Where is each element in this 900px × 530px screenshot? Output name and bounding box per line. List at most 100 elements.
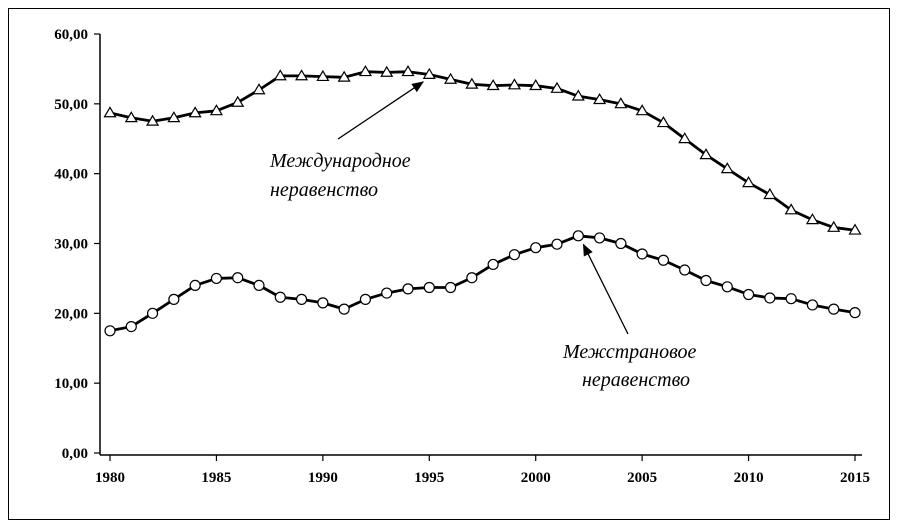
series-line [109,234,856,333]
data-point [678,132,692,144]
x-tick-label: 2015 [840,470,870,486]
data-point [721,281,733,293]
data-point [423,281,435,294]
y-tick-label: 20,00 [54,306,88,322]
y-tick-label: 10,00 [54,376,88,392]
annotation-international-line2: неравенство [270,179,378,201]
data-point [700,274,712,287]
data-point [103,106,117,118]
data-point [146,307,159,319]
data-point [742,176,756,188]
data-point [104,325,116,337]
data-point [827,220,841,232]
data-point [720,162,734,174]
data-point [402,283,414,295]
annotation-international-arrow [337,81,424,140]
data-point [486,78,500,91]
data-point [679,264,691,276]
data-point [466,272,478,284]
data-point [168,293,180,305]
data-point [806,299,819,311]
data-point [699,148,713,160]
data-point [188,106,202,118]
y-tick-label: 30,00 [54,237,88,253]
y-tick-label: 60,00 [54,27,88,43]
data-point [784,203,798,215]
data-point [828,303,840,315]
data-point [231,95,245,107]
chart-frame [8,8,890,520]
data-point [508,249,521,261]
data-point [571,89,585,101]
data-point [337,70,351,82]
data-point [487,258,499,271]
x-tick-label: 2010 [734,470,764,486]
axes [99,34,862,456]
data-point [146,114,160,126]
data-point [657,254,670,266]
data-point [849,307,861,319]
data-point [338,303,350,315]
data-point [465,77,479,89]
y-tick-label: 0,00 [62,446,88,462]
data-point [529,78,543,91]
x-tick-label: 1980 [95,470,125,486]
data-point [444,281,457,294]
data-point [507,78,521,90]
data-point [317,297,329,309]
data-point [124,111,138,123]
data-point [614,97,628,109]
x-tick-label: 1990 [308,470,338,486]
data-point [380,65,394,77]
data-point [785,293,797,305]
series-triangle [103,65,862,235]
data-point [742,288,755,301]
annotation-layer: Международное неравенство Межстрановое н… [269,81,697,391]
data-point [530,242,542,254]
series-line [109,70,856,232]
data-point [209,104,223,116]
data-point [593,232,606,244]
data-point [295,69,309,81]
annotation-intercountry-arrow [582,243,629,335]
data-point [848,223,862,235]
x-tick-label: 1995 [414,470,444,486]
data-point [636,248,648,260]
data-point [167,111,181,123]
data-point [444,72,458,84]
data-point [401,65,415,77]
data-point [805,213,819,225]
data-point [635,104,649,116]
series-layer [103,65,862,337]
data-point [550,81,564,93]
x-tick-label: 2005 [627,470,657,486]
data-point [593,92,607,105]
data-point [295,293,308,305]
x-tick-label: 2000 [521,470,551,486]
x-tick-group: 1980 1985 1990 1995 2000 2005 2010 2015 [95,455,870,486]
annotation-intercountry-line1: Межстрановое [562,341,697,363]
data-point [125,321,137,333]
y-tick-label: 40,00 [54,167,88,183]
x-tick-label: 1985 [201,470,231,486]
series-circle [104,230,861,337]
y-tick-group: 0,00 10,00 20,00 30,00 40,00 50,00 60,00 [54,27,100,462]
y-tick-label: 50,00 [54,97,88,113]
data-point [232,272,244,284]
data-point [656,116,670,128]
data-point [316,69,330,82]
data-point [763,187,777,200]
data-point [615,237,627,250]
data-point [274,291,286,303]
data-point [252,83,266,95]
data-point [253,279,265,291]
data-point [189,279,201,291]
data-point [551,238,563,250]
data-point [572,230,584,242]
data-point [359,293,372,305]
data-point [210,272,223,285]
data-point [358,65,372,77]
data-point [381,287,393,299]
data-point [273,69,287,81]
